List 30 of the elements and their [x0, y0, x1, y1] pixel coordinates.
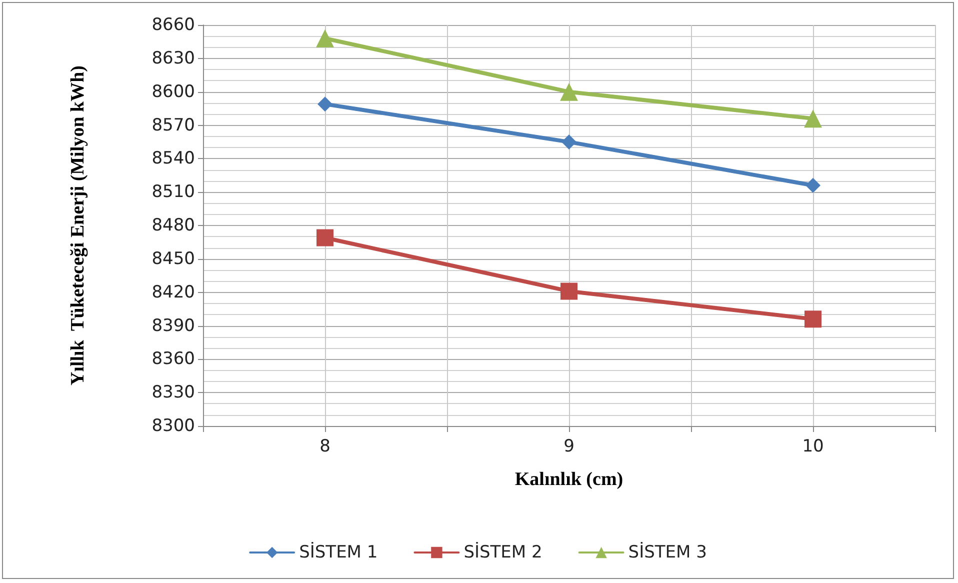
y-tick-label: 8360	[152, 349, 195, 370]
y-tick-label: 8480	[152, 216, 195, 236]
y-axis-title: Yıllık Tüketeceği Enerji (Milyon kWh)	[68, 65, 88, 386]
legend-label: SİSTEM 3	[628, 542, 707, 562]
point	[804, 310, 822, 328]
x-tick-label: 10	[802, 436, 824, 456]
point	[560, 282, 578, 300]
point	[316, 229, 334, 246]
y-tick-label: 8330	[152, 382, 195, 403]
legend-label: SİSTEM 1	[299, 542, 378, 562]
y-tick-label: 8300	[152, 416, 195, 436]
y-tick-label: 8450	[152, 248, 195, 269]
point	[318, 96, 332, 112]
y-tick-label: 8420	[152, 282, 195, 302]
y-tick-label: 8630	[152, 48, 195, 68]
x-tick-label: 8	[320, 436, 330, 456]
y-tick-label: 8540	[152, 148, 195, 169]
x-tick-label: 9	[564, 436, 574, 456]
x-axis-title: Kalınlık (cm)	[514, 469, 624, 490]
point	[560, 82, 578, 101]
point	[316, 29, 334, 48]
y-tick-label: 8600	[152, 82, 195, 102]
point	[804, 110, 822, 128]
legend-label: SİSTEM 2	[464, 542, 542, 562]
y-tick-label: 8570	[152, 115, 195, 136]
y-tick-label: 8390	[152, 316, 195, 336]
y-tick-label: 8660	[152, 15, 195, 35]
point	[806, 178, 820, 193]
point	[562, 134, 576, 150]
y-tick-label: 8510	[152, 182, 195, 202]
